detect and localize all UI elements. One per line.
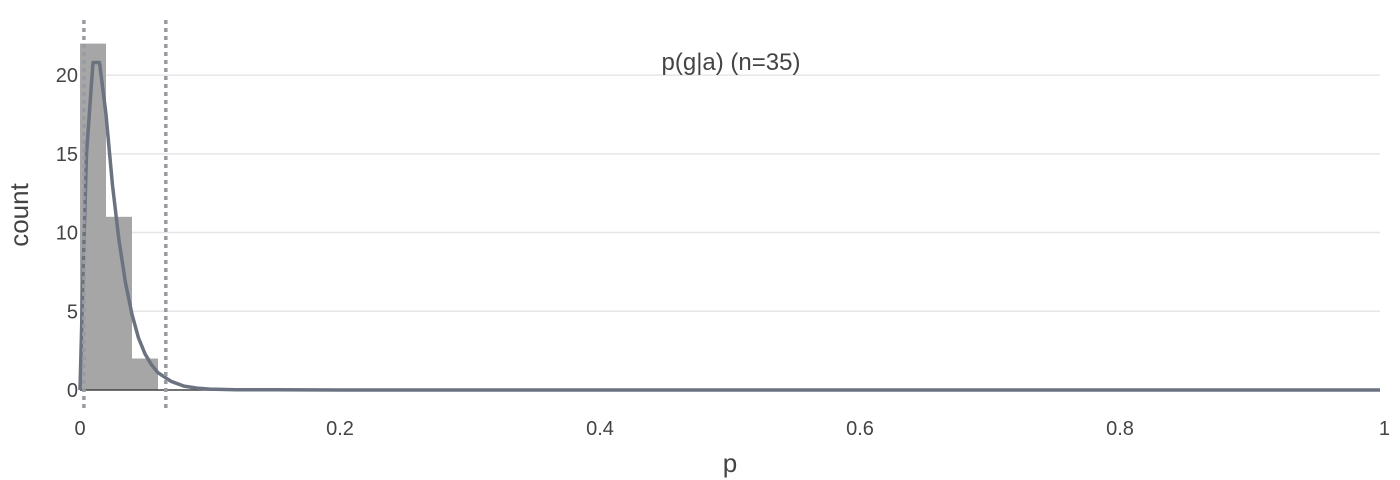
histogram-bar-2 (132, 358, 158, 390)
y-tick-labels: 0 5 10 15 20 (56, 65, 78, 402)
chart-title: p(g|a) (n=35) (662, 49, 801, 76)
x-tick-label-1: 0.2 (326, 418, 354, 440)
x-tick-label-5: 1 (1379, 418, 1390, 440)
x-tick-label-3: 0.6 (846, 418, 874, 440)
x-tick-label-0: 0 (74, 418, 85, 440)
density-curve (78, 60, 1380, 392)
x-tick-label-2: 0.4 (586, 418, 614, 440)
x-tick-labels: 0 0.2 0.4 0.6 0.8 1 (74, 418, 1390, 440)
y-tick-label-0: 0 (67, 380, 78, 402)
y-tick-label-1: 5 (67, 301, 78, 323)
x-axis-title: p (723, 448, 737, 478)
grid-lines (80, 74, 1380, 313)
y-tick-label-2: 10 (56, 223, 78, 245)
y-tick-label-3: 15 (56, 144, 78, 166)
y-tick-label-4: 20 (56, 65, 78, 87)
reference-lines (82, 20, 168, 410)
y-axis-title: count (4, 182, 34, 246)
x-tick-label-4: 0.8 (1106, 418, 1134, 440)
